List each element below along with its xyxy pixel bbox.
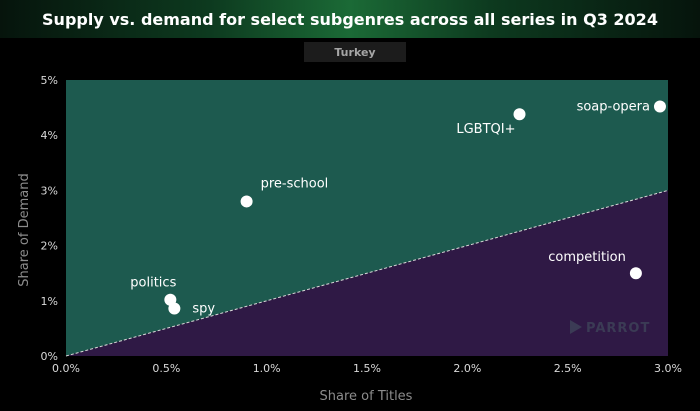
watermark-logo: PARROT (570, 320, 650, 336)
y-tick-label: 5% (41, 74, 58, 87)
x-axis-label: Share of Titles (320, 389, 413, 404)
parrot-logo-icon (570, 320, 582, 334)
y-tick-label: 1% (41, 295, 58, 308)
x-tick-label: 2.0% (453, 362, 481, 375)
data-point-competition (629, 267, 642, 280)
point-label: pre-school (261, 176, 329, 191)
x-tick-label: 0.5% (152, 362, 180, 375)
y-axis-ticks: 0% 1% 2% 3% 4% 5% (41, 74, 58, 363)
parity-diagonal-line (65, 189, 669, 357)
x-tick-label: 1.0% (253, 362, 281, 375)
watermark-text: PARROT (586, 321, 650, 336)
x-tick-label: 0.0% (52, 362, 80, 375)
y-axis-label: Share of Demand (17, 173, 32, 286)
point-label: spy (192, 302, 215, 317)
subtitle-badge: Turkey (304, 42, 406, 62)
data-points (164, 100, 666, 315)
data-point-soap-opera (653, 100, 666, 113)
x-axis-ticks: 0.0% 0.5% 1.0% 1.5% 2.0% 2.5% 3.0% (52, 362, 682, 375)
data-point-lgbtqi- (513, 108, 526, 121)
title-bar: Supply vs. demand for select subgenres a… (0, 0, 700, 38)
x-tick-label: 2.5% (554, 362, 582, 375)
data-point-pre-school (240, 195, 253, 208)
y-tick-label: 3% (41, 184, 58, 197)
point-label: soap-opera (577, 99, 650, 114)
point-label: competition (548, 250, 626, 265)
y-tick-label: 2% (41, 240, 58, 253)
point-label: politics (130, 276, 176, 291)
chart-title: Supply vs. demand for select subgenres a… (42, 9, 658, 29)
chart-subtitle: Turkey (334, 45, 376, 59)
x-tick-label: 3.0% (654, 362, 682, 375)
data-point-spy (168, 302, 181, 315)
point-label: LGBTQI+ (456, 122, 515, 137)
y-tick-label: 0% (41, 350, 58, 363)
point-labels: soap-opera LGBTQI+ pre-school competition po… (130, 99, 650, 316)
x-tick-label: 1.5% (353, 362, 381, 375)
y-tick-label: 4% (41, 129, 58, 142)
above-line-region (66, 80, 668, 356)
